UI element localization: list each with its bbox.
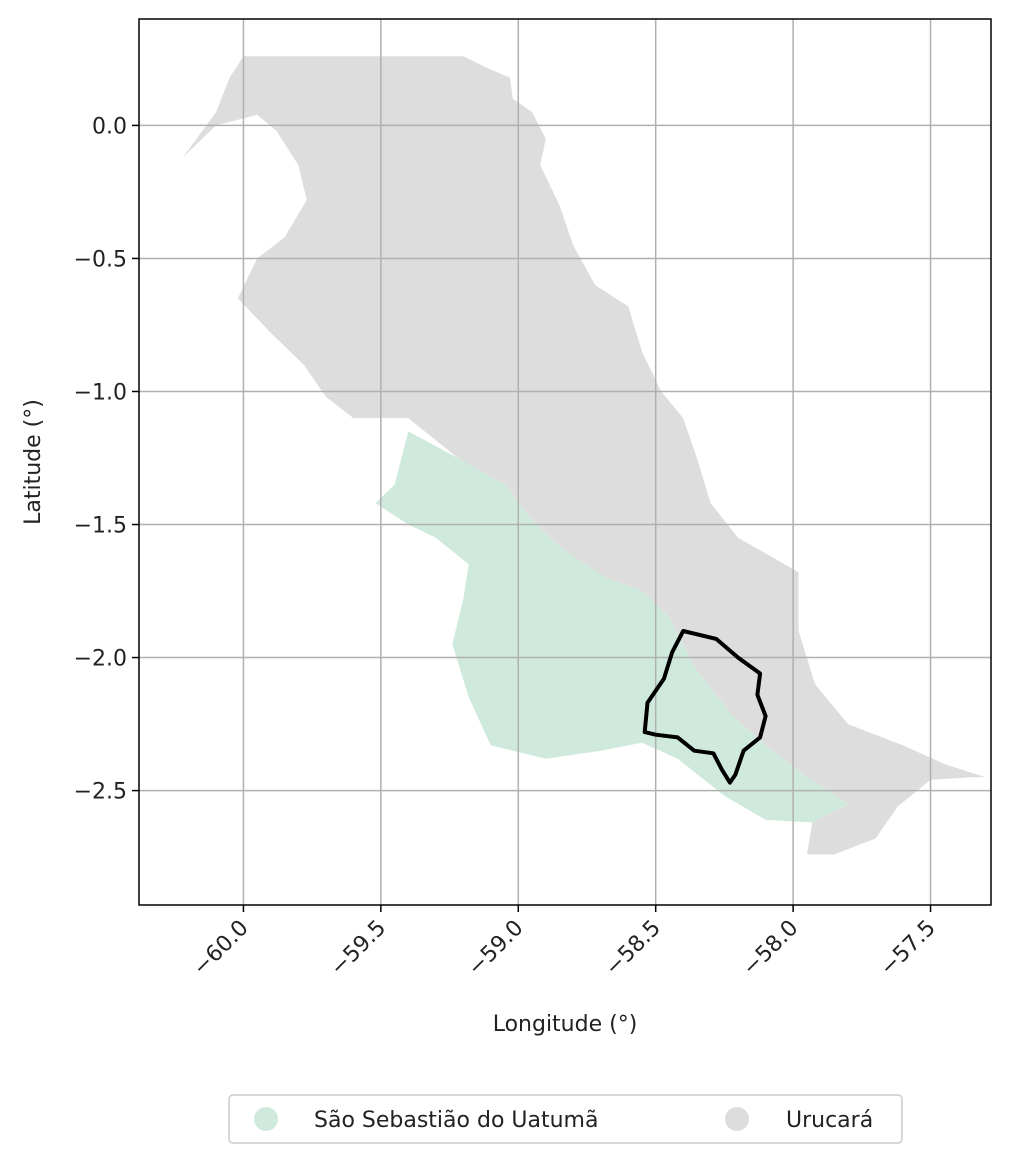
y-tick-label-4: −2.0 — [74, 647, 127, 672]
y-tick-label-2: −1.0 — [74, 380, 127, 405]
legend: São Sebastião do Uatumã Urucará — [228, 1094, 903, 1144]
y-axis-ticks: 0.0 −0.5 −1.0 −1.5 −2.0 −2.5 — [74, 114, 139, 805]
legend-label-urucara: Urucará — [786, 1108, 873, 1133]
region-sao-sebastiao-do-uatuma — [375, 431, 849, 823]
y-tick-label-3: −1.5 — [74, 514, 127, 539]
legend-marker-urucara — [725, 1107, 749, 1131]
plot-frame — [138, 18, 992, 906]
y-tick-label-1: −0.5 — [74, 247, 127, 272]
region-urucara — [183, 56, 986, 855]
highlight-boundary — [642, 629, 768, 785]
y-tick-label-0: 0.0 — [92, 114, 127, 139]
y-tick-label-5: −2.5 — [74, 780, 127, 805]
legend-label-sao-sebastiao: São Sebastião do Uatumã — [314, 1108, 598, 1133]
legend-frame — [228, 1094, 903, 1144]
grid-lines — [139, 19, 991, 905]
highlight-boundary-layer — [642, 629, 768, 785]
x-axis-label: Longitude (°) — [493, 1012, 638, 1037]
legend-marker-sao-sebastiao — [254, 1107, 278, 1131]
y-axis-label: Latitude (°) — [21, 399, 46, 525]
map-regions — [183, 56, 986, 855]
